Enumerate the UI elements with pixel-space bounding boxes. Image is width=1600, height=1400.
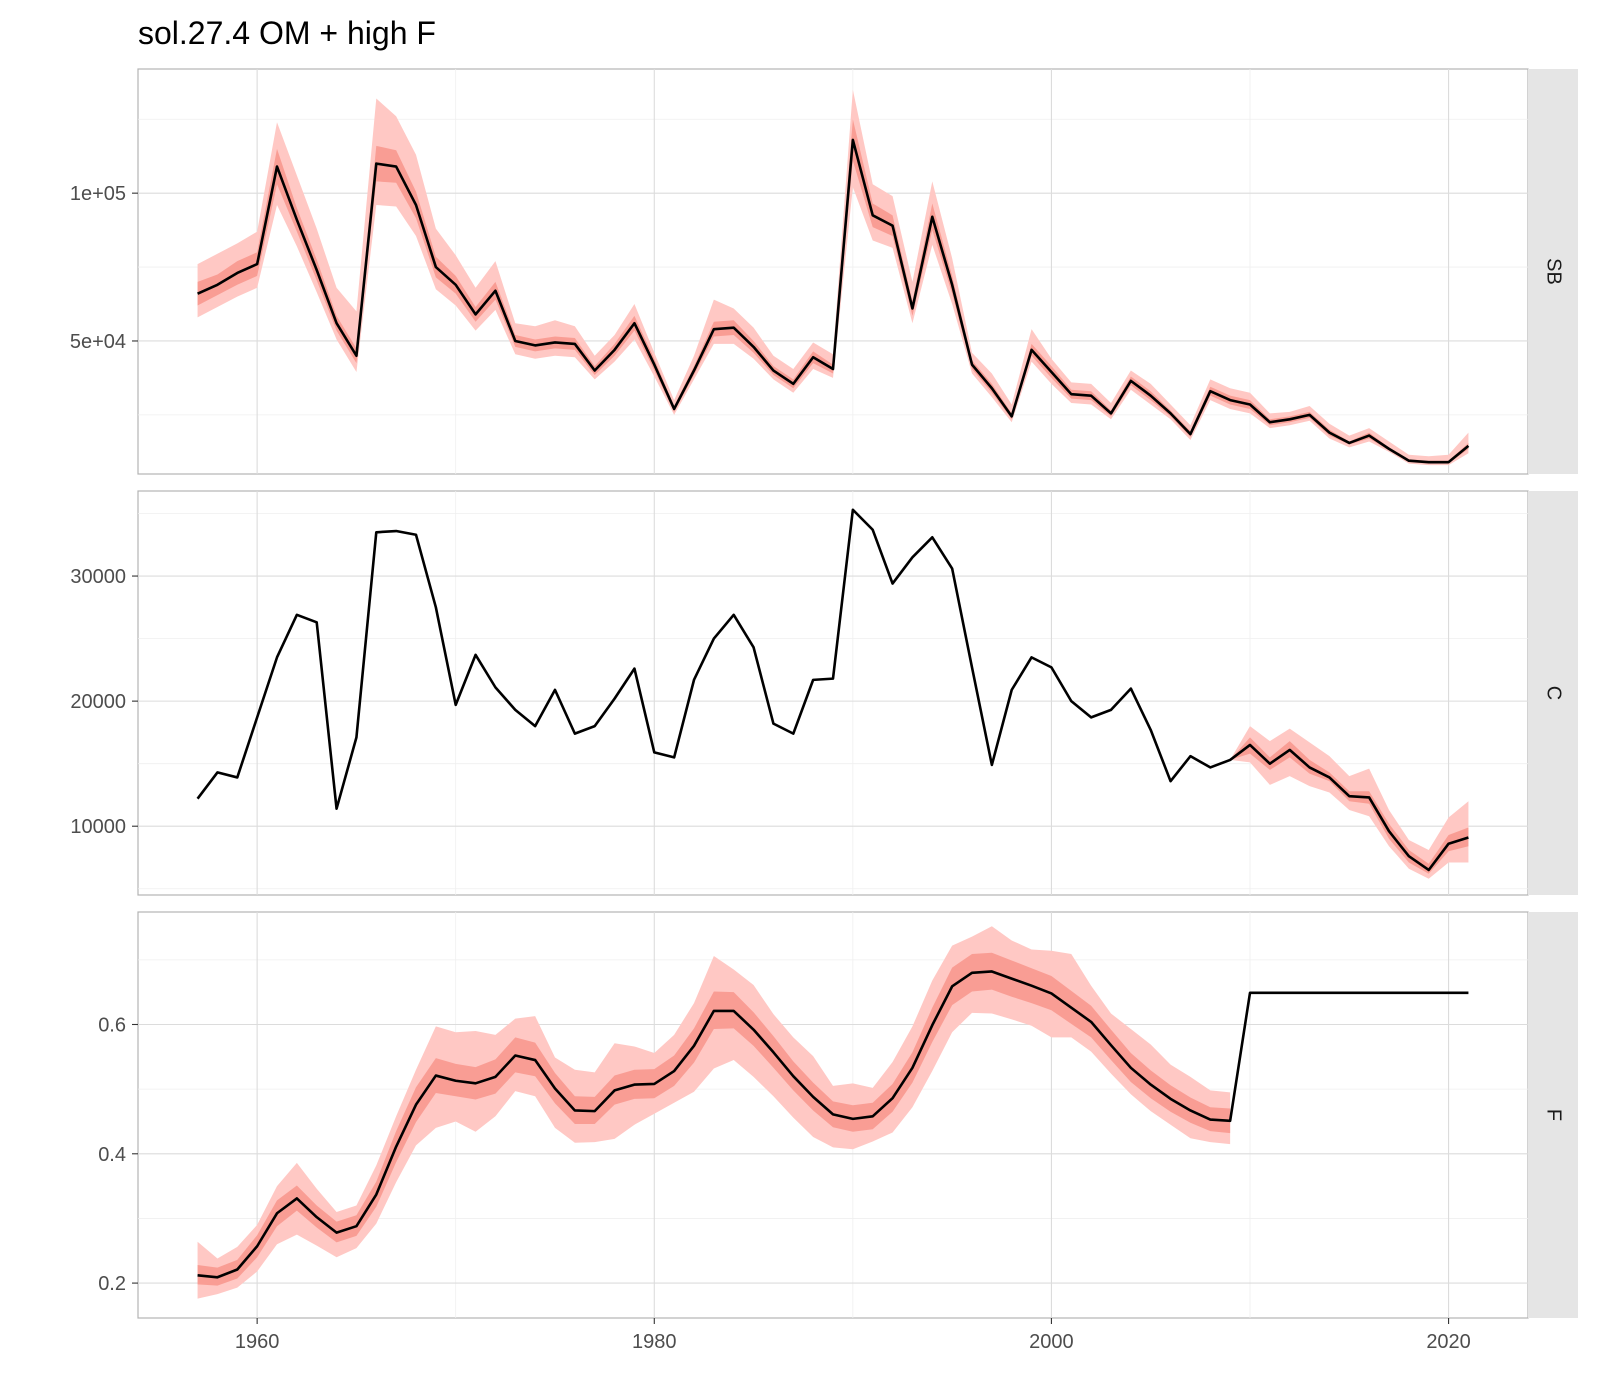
- strip-label-f: F: [1543, 1109, 1565, 1121]
- strip-background: [1528, 69, 1578, 474]
- panel-sb: 5e+04 1e+05 SB: [70, 68, 1578, 475]
- x-tick-label: 2020: [1426, 1331, 1471, 1353]
- chart-title: sol.27.4 OM + high F: [138, 15, 436, 51]
- band-inner-c: [1230, 737, 1469, 874]
- y-tick-label: 10000: [70, 816, 126, 838]
- band-inner-f: [197, 952, 1231, 1286]
- x-tick-label: 1960: [235, 1331, 280, 1353]
- band-outer-c: [1230, 726, 1469, 879]
- strip-background: [1528, 491, 1578, 895]
- panel-background: [137, 68, 1529, 475]
- x-tick-label: 1980: [632, 1331, 677, 1353]
- panel-background: [137, 490, 1529, 896]
- y-tick-label: 1e+05: [70, 183, 126, 205]
- series-line-sb: [197, 138, 1470, 464]
- series-line-f: [197, 970, 1469, 1279]
- x-tick-label: 2000: [1029, 1331, 1074, 1353]
- series-line-c: [196, 508, 1469, 872]
- y-tick-label: 30000: [70, 566, 126, 588]
- x-axis: 1960 1980 2000 2020: [235, 1318, 1471, 1353]
- y-tick-label: 20000: [70, 691, 126, 713]
- panel-c: 10000 20000 30000 C: [70, 490, 1578, 896]
- y-tick-label: 0.2: [98, 1273, 126, 1295]
- y-tick-label: 5e+04: [70, 331, 126, 353]
- y-tick-label: 0.6: [98, 1014, 126, 1036]
- facet-panels: 5e+04 1e+05 SB 10000 20000 30000 C 0.2 0.4 0.6 F: [70, 68, 1578, 1319]
- strip-label-c: C: [1543, 686, 1565, 700]
- strip-background: [1528, 912, 1578, 1318]
- panel-f: 0.2 0.4 0.6 F: [98, 911, 1578, 1319]
- strip-label-sb: SB: [1543, 258, 1565, 285]
- y-tick-label: 0.4: [98, 1144, 126, 1166]
